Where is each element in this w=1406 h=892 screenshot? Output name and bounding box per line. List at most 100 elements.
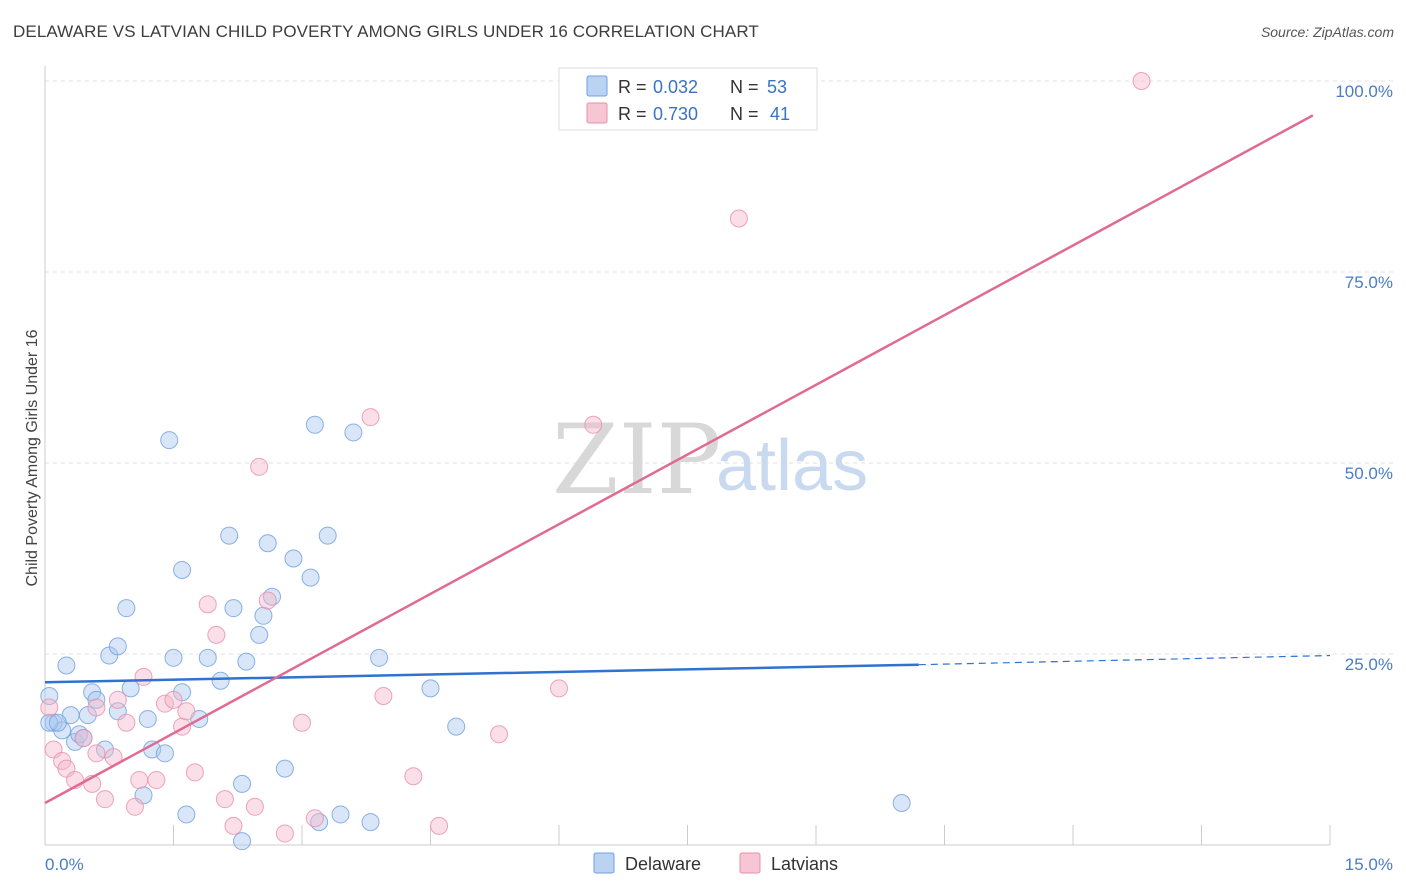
legend-r-label-delaware: R = <box>618 77 647 97</box>
point-delaware-42 <box>318 526 337 545</box>
point-delaware-33 <box>250 625 269 644</box>
point-delaware-24 <box>177 805 196 824</box>
point-delaware-28 <box>220 526 239 545</box>
point-delaware-40 <box>305 415 324 434</box>
point-delaware-13 <box>108 637 127 656</box>
legend-r-label-latvians: R = <box>618 104 647 124</box>
bottom-legend: Delaware Latvians <box>593 852 838 874</box>
point-latvians-7 <box>87 744 106 763</box>
point-latvians-16 <box>155 694 174 713</box>
chart-title: DELAWARE VS LATVIAN CHILD POVERTY AMONG … <box>13 22 759 41</box>
point-delaware-47 <box>421 679 440 698</box>
point-latvians-23 <box>215 790 234 809</box>
point-latvians-32 <box>374 687 393 706</box>
tick-labels: 25.0% 50.0% 75.0% 100.0% 0.0% 15.0% <box>45 82 1393 874</box>
point-latvians-19 <box>177 702 196 721</box>
watermark-zip: ZIP <box>552 404 721 516</box>
y-tick-label-0: 25.0% <box>1345 655 1393 674</box>
point-delaware-20 <box>160 431 179 450</box>
point-delaware-27 <box>211 671 230 690</box>
point-latvians-40 <box>87 698 106 717</box>
legend-n-value-delaware: 53 <box>767 77 787 97</box>
y-tick-label-2: 75.0% <box>1345 273 1393 292</box>
watermark-atlas: atlas <box>716 426 868 506</box>
point-latvians-22 <box>207 625 226 644</box>
point-latvians-15 <box>147 771 166 790</box>
bottom-legend-swatch-latvians <box>739 852 761 874</box>
point-latvians-37 <box>584 415 603 434</box>
trend-line-delaware <box>44 663 919 684</box>
point-latvians-14 <box>134 667 153 686</box>
point-latvians-35 <box>490 725 509 744</box>
point-delaware-32 <box>237 652 256 671</box>
point-latvians-36 <box>550 679 568 698</box>
bottom-legend-swatch-delaware <box>593 852 615 874</box>
point-delaware-14 <box>117 599 136 618</box>
point-delaware-21 <box>164 648 183 667</box>
source-credit: Source: ZipAtlas.com <box>1260 24 1394 40</box>
bottom-legend-label-delaware: Delaware <box>625 854 701 874</box>
legend-n-label-delaware: N = <box>730 77 759 97</box>
point-delaware-45 <box>361 813 380 832</box>
point-latvians-12 <box>125 797 144 816</box>
point-delaware-48 <box>447 717 466 736</box>
point-delaware-19 <box>155 744 174 763</box>
legend-swatch-delaware <box>586 75 608 97</box>
x-tick-label-1: 15.0% <box>1345 855 1393 874</box>
y-tick-label-1: 50.0% <box>1345 464 1393 483</box>
point-latvians-28 <box>275 824 294 843</box>
point-latvians-20 <box>185 763 204 782</box>
point-latvians-8 <box>95 790 114 809</box>
legend-n-value-latvians: 41 <box>770 104 790 124</box>
bottom-legend-label-latvians: Latvians <box>771 854 838 874</box>
point-latvians-27 <box>258 591 277 610</box>
y-tick-label-3: 100.0% <box>1335 82 1393 101</box>
legend-n-label-latvians: N = <box>730 104 759 124</box>
point-latvians-21 <box>198 595 217 614</box>
point-latvians-26 <box>250 457 269 476</box>
point-latvians-0 <box>40 698 59 717</box>
point-delaware-17 <box>138 709 157 728</box>
point-delaware-34 <box>254 606 273 625</box>
point-latvians-17 <box>164 690 183 709</box>
point-delaware-39 <box>301 568 320 587</box>
point-delaware-49 <box>892 793 911 812</box>
point-delaware-26 <box>198 648 217 667</box>
point-latvians-39 <box>1132 72 1151 90</box>
point-delaware-46 <box>370 648 389 667</box>
point-delaware-29 <box>224 599 243 618</box>
legend-r-value-delaware: 0.032 <box>653 77 698 97</box>
point-latvians-5 <box>74 729 93 748</box>
y-axis-label: Child Poverty Among Girls Under 16 <box>24 329 41 586</box>
point-delaware-3 <box>57 656 76 675</box>
trend-line-extension-delaware <box>918 654 1331 666</box>
x-tick-label-0: 0.0% <box>45 855 84 874</box>
point-delaware-44 <box>344 423 363 442</box>
point-latvians-10 <box>108 690 127 709</box>
legend-box: R = 0.032 N = 53 R = 0.730 N = 41 <box>558 67 818 131</box>
point-latvians-33 <box>404 767 423 786</box>
point-delaware-9 <box>87 690 106 709</box>
point-latvians-11 <box>117 713 136 732</box>
legend-r-value-latvians: 0.730 <box>653 104 698 124</box>
point-latvians-31 <box>361 408 380 427</box>
point-delaware-22 <box>173 560 192 579</box>
point-latvians-25 <box>245 797 264 816</box>
trend-line-latvians <box>44 114 1314 805</box>
point-latvians-24 <box>224 816 243 835</box>
point-delaware-52 <box>48 713 67 732</box>
grid-lines <box>45 80 1393 655</box>
point-latvians-30 <box>305 809 324 828</box>
data-points <box>40 72 1151 851</box>
point-delaware-38 <box>284 549 303 568</box>
trend-lines <box>44 114 1331 805</box>
legend-swatch-latvians <box>586 102 608 124</box>
point-delaware-35 <box>258 534 277 553</box>
point-latvians-34 <box>430 816 449 835</box>
point-latvians-38 <box>729 209 748 228</box>
point-delaware-31 <box>233 774 252 793</box>
point-latvians-29 <box>293 713 311 732</box>
point-delaware-43 <box>331 805 350 824</box>
point-latvians-13 <box>130 771 149 790</box>
